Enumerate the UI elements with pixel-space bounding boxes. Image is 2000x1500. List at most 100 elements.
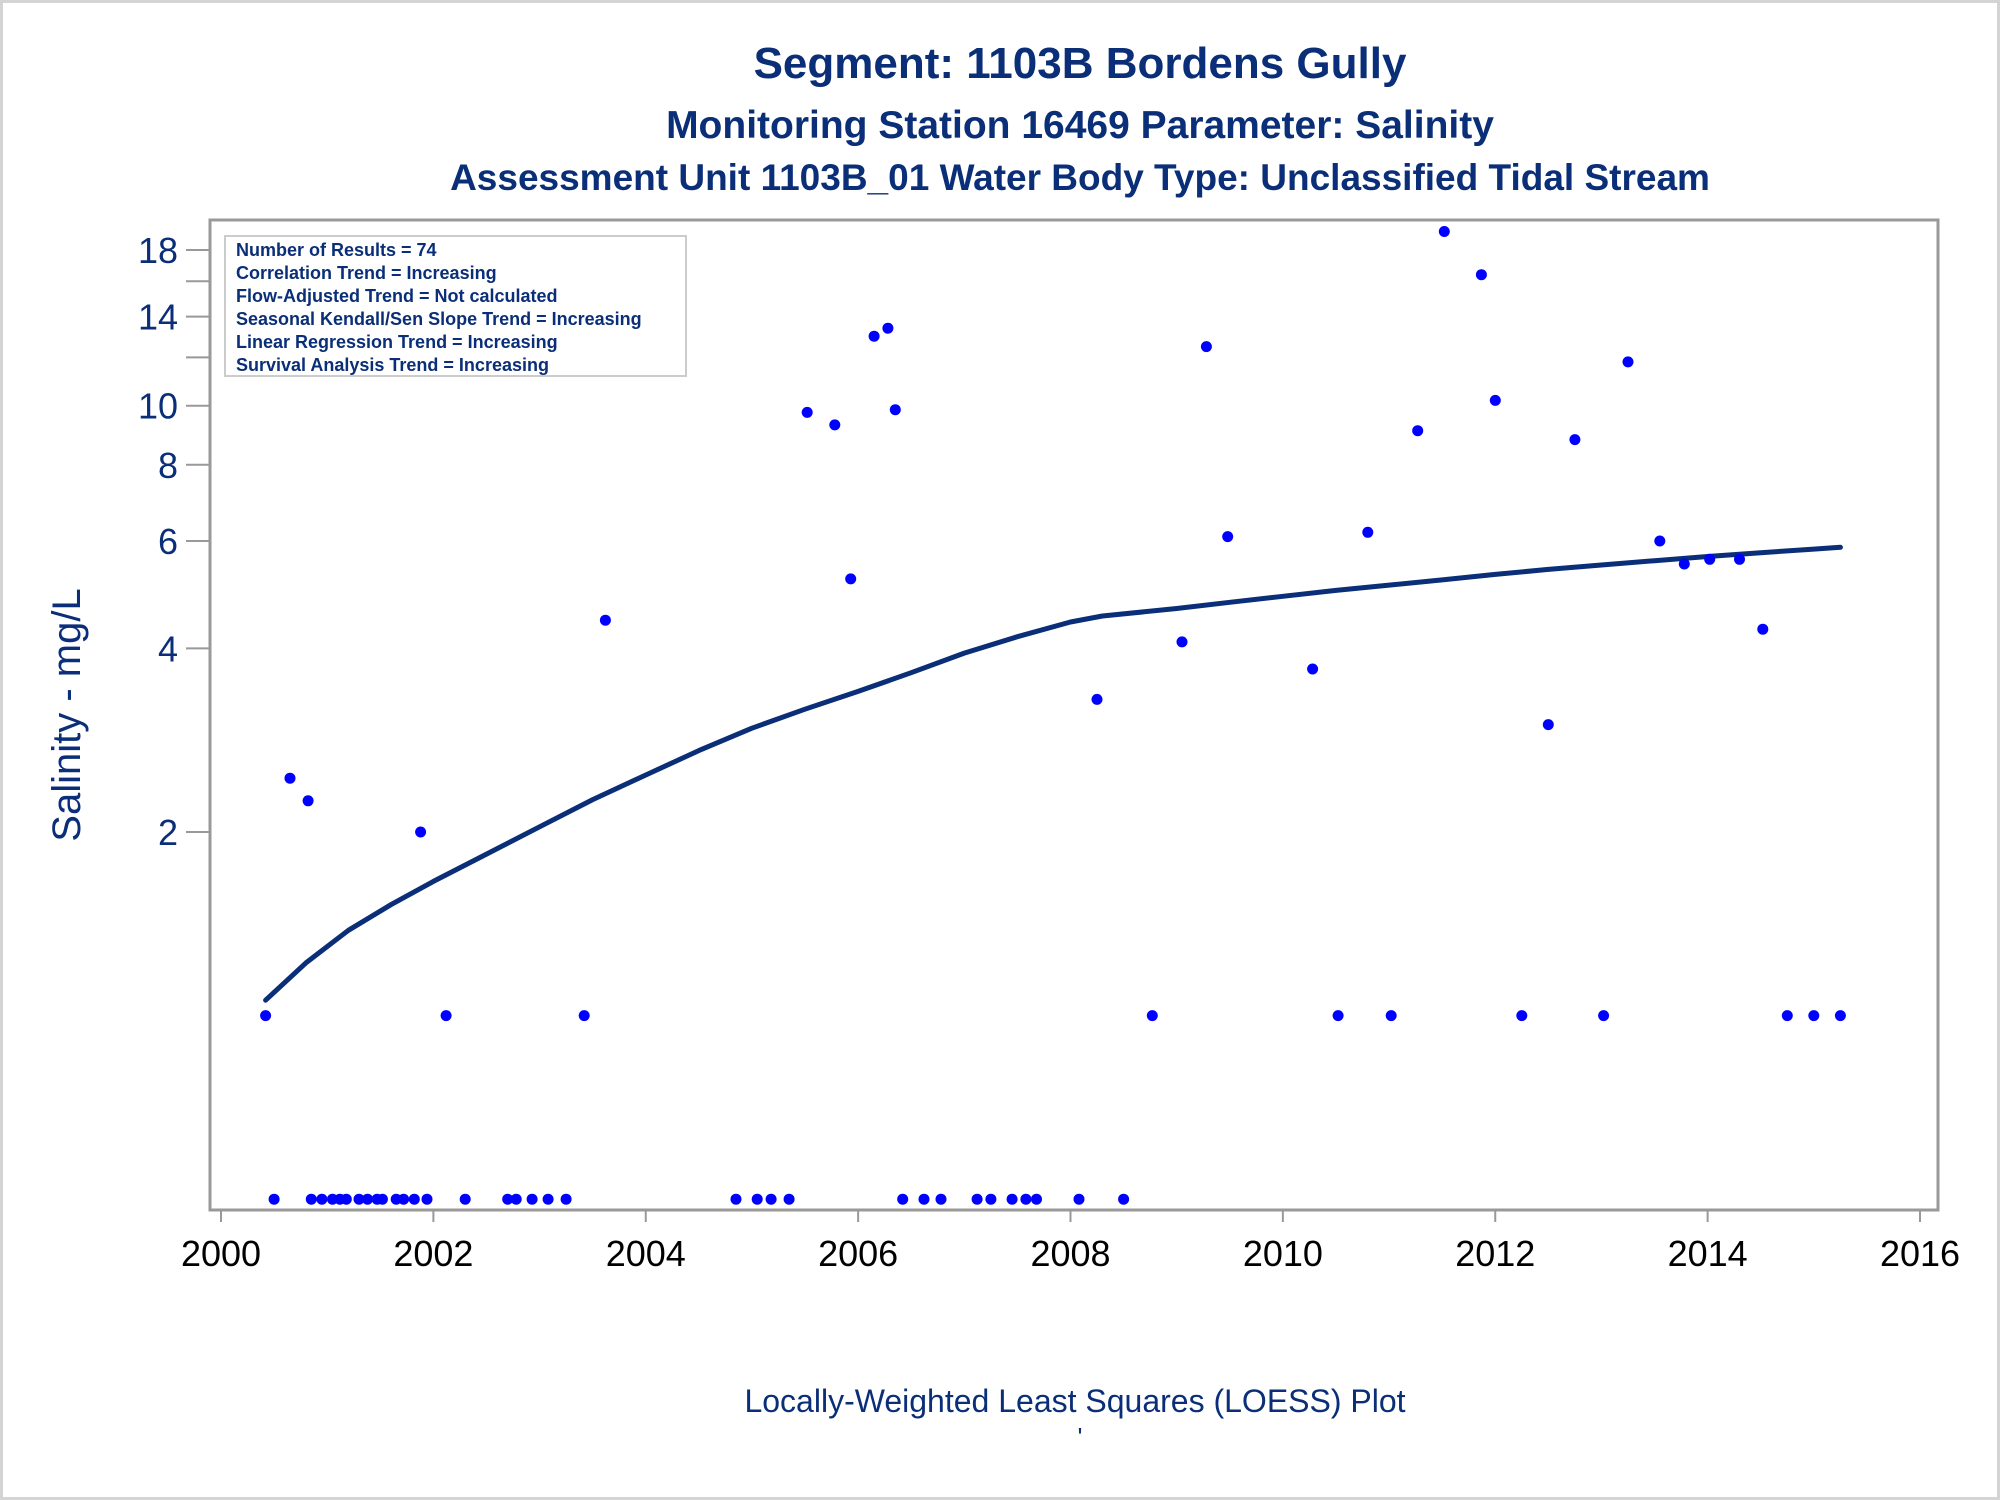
- data-point-42: [985, 1193, 997, 1205]
- data-point-72: [1808, 1010, 1820, 1022]
- stats-line-1: Number of Results = 74: [236, 240, 437, 260]
- data-point-48: [1118, 1193, 1130, 1205]
- chart-title: Segment: 1103B Bordens Gully: [754, 39, 1407, 88]
- loess-line: [263, 544, 1843, 1003]
- stats-line-6: Survival Analysis Trend = Increasing: [236, 355, 549, 375]
- stats-line-5: Linear Regression Trend = Increasing: [236, 332, 558, 352]
- data-point-50: [1176, 636, 1188, 648]
- data-point-52: [1222, 531, 1234, 543]
- data-point-44: [1020, 1193, 1032, 1205]
- data-point-30: [765, 1193, 777, 1205]
- data-point-33: [829, 419, 841, 431]
- y-axis-label: Salinity - mg/L: [45, 588, 89, 841]
- data-point-19: [440, 1010, 452, 1022]
- data-point-31: [783, 1193, 795, 1205]
- data-point-55: [1362, 526, 1374, 538]
- y-tick-label-4: 4: [158, 628, 178, 669]
- data-point-47: [1091, 693, 1103, 705]
- data-point-71: [1781, 1010, 1793, 1022]
- x-tick-label-2004: 2004: [606, 1233, 686, 1274]
- x-tick-label-2006: 2006: [818, 1233, 898, 1274]
- data-point-65: [1622, 356, 1634, 368]
- data-point-20: [459, 1193, 471, 1205]
- data-point-68: [1704, 553, 1716, 565]
- data-point-67: [1678, 558, 1690, 570]
- data-point-1: [268, 1193, 280, 1205]
- points-layer: [260, 226, 1846, 1205]
- y-axis: 2 4 6 8 10 14 18: [138, 230, 210, 853]
- data-point-24: [542, 1193, 554, 1205]
- data-point-37: [889, 404, 901, 416]
- stats-line-3: Flow-Adjusted Trend = Not calculated: [236, 286, 558, 306]
- data-point-28: [730, 1193, 742, 1205]
- data-point-9: [340, 1193, 352, 1205]
- data-point-59: [1475, 269, 1487, 281]
- data-point-2: [284, 772, 296, 784]
- data-point-11: [362, 1193, 373, 1205]
- data-point-13: [376, 1193, 388, 1205]
- data-point-43: [1006, 1193, 1018, 1205]
- data-point-6: [316, 1193, 328, 1205]
- y-tick-label-18: 18: [138, 230, 178, 271]
- data-point-18: [421, 1193, 433, 1205]
- data-point-70: [1757, 623, 1769, 635]
- data-point-0: [260, 1010, 272, 1022]
- data-point-16: [408, 1193, 420, 1205]
- x-axis-label: Locally-Weighted Least Squares (LOESS) P…: [744, 1383, 1405, 1419]
- data-point-69: [1734, 553, 1745, 565]
- data-point-29: [751, 1193, 763, 1205]
- data-point-34: [845, 573, 857, 585]
- data-point-5: [305, 1193, 317, 1205]
- data-point-66: [1654, 535, 1666, 547]
- y-tick-label-2: 2: [158, 812, 178, 853]
- data-point-41: [971, 1193, 983, 1205]
- footnote-mark: ': [1078, 1422, 1083, 1452]
- data-point-10: [353, 1193, 365, 1205]
- data-point-22: [510, 1193, 522, 1205]
- data-point-54: [1332, 1010, 1344, 1022]
- stats-box-border: [224, 235, 687, 377]
- plot-area: [208, 218, 1940, 1212]
- y-tick-label-8: 8: [158, 445, 178, 486]
- x-tick-label-2016: 2016: [1880, 1233, 1960, 1274]
- data-point-15: [398, 1193, 410, 1205]
- data-point-32: [801, 406, 813, 418]
- data-point-58: [1438, 226, 1450, 237]
- x-tick-label-2010: 2010: [1243, 1233, 1323, 1274]
- data-point-21: [502, 1193, 514, 1205]
- data-point-62: [1542, 719, 1554, 731]
- data-point-23: [526, 1193, 538, 1205]
- data-point-61: [1516, 1010, 1528, 1022]
- data-point-27: [599, 614, 611, 626]
- data-point-4: [302, 795, 314, 807]
- data-point-53: [1307, 663, 1319, 675]
- data-point-56: [1385, 1010, 1397, 1022]
- data-point-36: [882, 322, 894, 334]
- y-tick-label-10: 10: [138, 386, 178, 427]
- x-tick-label-2000: 2000: [181, 1233, 261, 1274]
- data-point-51: [1200, 341, 1212, 353]
- data-point-26: [578, 1010, 590, 1022]
- x-axis: 2000 2002 2004 2006 2008 2010 2012 2014 2016: [181, 1210, 1960, 1274]
- chart-subtitle: Monitoring Station 16469 Parameter: Sali…: [666, 104, 1494, 147]
- stats-box: Number of Results = 74 Correlation Trend…: [224, 235, 687, 377]
- chart-subtitle-2: Assessment Unit 1103B_01 Water Body Type…: [450, 157, 1710, 198]
- data-point-64: [1598, 1010, 1610, 1022]
- data-point-35: [868, 330, 880, 342]
- data-point-49: [1146, 1010, 1158, 1022]
- data-point-60: [1489, 394, 1501, 406]
- data-point-40: [935, 1193, 947, 1205]
- stats-line-4: Seasonal Kendall/Sen Slope Trend = Incre…: [236, 309, 642, 329]
- data-point-45: [1031, 1193, 1042, 1205]
- data-point-39: [918, 1193, 930, 1205]
- x-tick-label-2002: 2002: [393, 1233, 473, 1274]
- data-point-63: [1569, 434, 1581, 446]
- data-point-57: [1412, 425, 1424, 437]
- data-point-38: [897, 1193, 909, 1205]
- data-point-17: [415, 826, 427, 838]
- y-tick-label-6: 6: [158, 521, 178, 562]
- data-point-25: [560, 1193, 572, 1205]
- loess-layer: [263, 544, 1843, 1003]
- stats-line-2: Correlation Trend = Increasing: [236, 263, 497, 283]
